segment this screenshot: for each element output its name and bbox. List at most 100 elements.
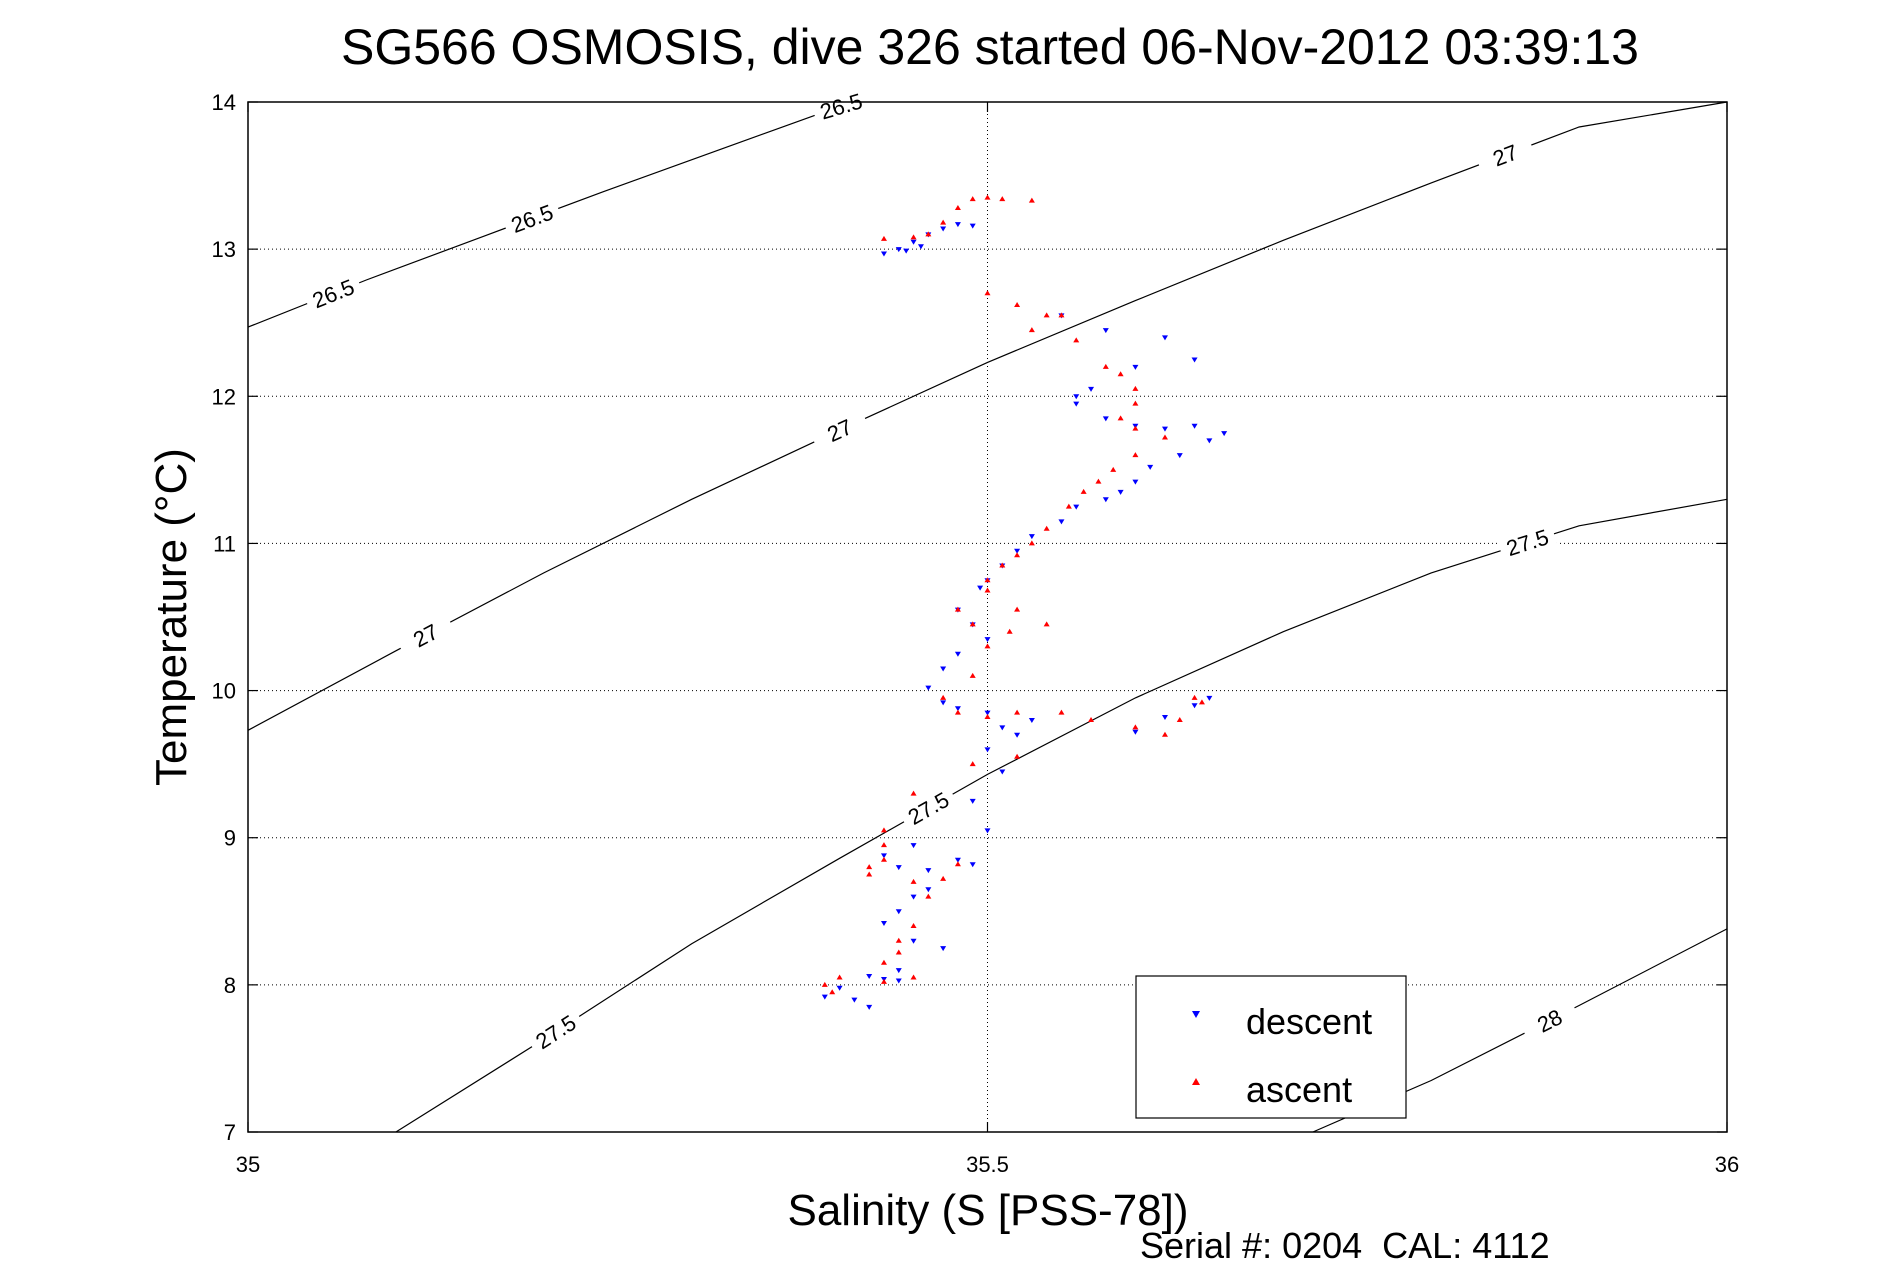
x-tick-label: 36 bbox=[1715, 1152, 1739, 1177]
data-points bbox=[821, 194, 1228, 1010]
ascent-point bbox=[954, 861, 961, 867]
ascent-point bbox=[1117, 371, 1124, 377]
descent-point bbox=[969, 223, 976, 229]
descent-point bbox=[984, 747, 991, 753]
ascent-point bbox=[969, 672, 976, 678]
y-tick-label: 12 bbox=[212, 384, 236, 409]
ascent-point bbox=[1132, 425, 1139, 431]
legend: descent ascent bbox=[1135, 975, 1407, 1119]
descent-point bbox=[880, 251, 887, 257]
descent-point bbox=[895, 978, 902, 984]
ascent-point bbox=[1014, 606, 1021, 612]
plot-background bbox=[248, 102, 1727, 1132]
descent-point bbox=[969, 862, 976, 868]
y-tick-label: 8 bbox=[224, 973, 236, 998]
descent-point bbox=[821, 994, 828, 1000]
y-tick-label: 13 bbox=[212, 237, 236, 262]
descent-point bbox=[1014, 732, 1021, 738]
isopycnal-label-bg bbox=[808, 405, 871, 455]
y-tick-label: 9 bbox=[224, 826, 236, 851]
ascent-point bbox=[880, 856, 887, 862]
ascent-point bbox=[1110, 466, 1117, 472]
descent-point bbox=[1073, 401, 1080, 407]
ascent-point bbox=[1102, 363, 1109, 369]
descent-point bbox=[1073, 394, 1080, 400]
ascent-point bbox=[1095, 478, 1102, 484]
descent-point bbox=[866, 1004, 873, 1010]
ascent-point bbox=[829, 989, 836, 995]
descent-point bbox=[1132, 479, 1139, 485]
y-tick-label: 10 bbox=[212, 679, 236, 704]
descent-point bbox=[1073, 504, 1080, 510]
ascent-point bbox=[1080, 488, 1087, 494]
ascent-point bbox=[940, 694, 947, 700]
descent-point bbox=[1117, 489, 1124, 495]
ascent-point bbox=[925, 893, 932, 899]
y-tick-label: 7 bbox=[224, 1120, 236, 1145]
descent-point bbox=[940, 700, 947, 706]
descent-point bbox=[880, 853, 887, 859]
ascent-point bbox=[969, 621, 976, 627]
serial-footer: Serial #: 0204 CAL: 4112 bbox=[1140, 1225, 1550, 1262]
legend-box bbox=[1135, 975, 1407, 1119]
descent-point bbox=[984, 710, 991, 716]
ascent-point bbox=[925, 231, 932, 237]
descent-point bbox=[940, 946, 947, 952]
descent-point bbox=[910, 938, 917, 944]
descent-point bbox=[1191, 423, 1198, 429]
legend-ascent-label: ascent bbox=[1246, 1069, 1352, 1110]
ascent-point bbox=[969, 761, 976, 767]
descent-point bbox=[1206, 695, 1213, 701]
ascent-point bbox=[910, 923, 917, 928]
descent-point bbox=[954, 857, 961, 863]
descent-point bbox=[1221, 431, 1228, 437]
descent-point bbox=[1028, 534, 1035, 540]
ascent-point bbox=[984, 587, 991, 593]
ascent-point bbox=[1043, 621, 1050, 627]
isopycnal-label-bg bbox=[394, 609, 457, 661]
ascent-point bbox=[880, 827, 887, 833]
descent-point bbox=[910, 894, 917, 900]
descent-point bbox=[910, 843, 917, 849]
ascent-point bbox=[1161, 731, 1168, 737]
ascent-point bbox=[895, 937, 902, 943]
descent-point bbox=[1191, 357, 1198, 363]
ascent-point bbox=[895, 949, 902, 955]
ascent-point bbox=[1058, 312, 1065, 318]
descent-point bbox=[984, 828, 991, 834]
descent-point bbox=[1102, 497, 1109, 503]
legend-ascent-marker bbox=[1192, 1078, 1200, 1085]
descent-point bbox=[984, 637, 991, 643]
descent-point bbox=[1102, 416, 1109, 422]
ascent-point bbox=[984, 577, 991, 583]
ascent-point bbox=[1028, 327, 1035, 333]
ascent-point bbox=[1117, 415, 1124, 421]
ascent-point bbox=[1132, 724, 1139, 730]
descent-point bbox=[1058, 519, 1065, 525]
ascent-point bbox=[984, 714, 991, 720]
ascent-point bbox=[999, 562, 1006, 568]
descent-point bbox=[1206, 438, 1213, 444]
ascent-point bbox=[866, 864, 873, 870]
descent-point bbox=[1161, 426, 1168, 432]
ascent-point bbox=[1043, 525, 1050, 531]
ascent-point bbox=[1191, 694, 1198, 700]
legend-descent-label: descent bbox=[1246, 1001, 1372, 1042]
ascent-point bbox=[821, 981, 828, 987]
ascent-point bbox=[1014, 552, 1021, 558]
descent-point bbox=[880, 921, 887, 927]
descent-point bbox=[969, 798, 976, 804]
descent-point bbox=[1191, 703, 1198, 709]
ascent-point bbox=[1088, 717, 1095, 722]
descent-point bbox=[866, 974, 873, 980]
grid-lines bbox=[248, 102, 1727, 1132]
ascent-point bbox=[1176, 717, 1183, 722]
descent-point bbox=[1132, 729, 1139, 735]
isopycnal-label-bg bbox=[524, 1004, 587, 1059]
ascent-point bbox=[910, 878, 917, 884]
descent-point bbox=[917, 244, 924, 250]
x-axis-label: Salinity (S [PSS-78]) bbox=[787, 1186, 1188, 1235]
descent-point bbox=[851, 997, 858, 1003]
ascent-point bbox=[910, 790, 917, 796]
